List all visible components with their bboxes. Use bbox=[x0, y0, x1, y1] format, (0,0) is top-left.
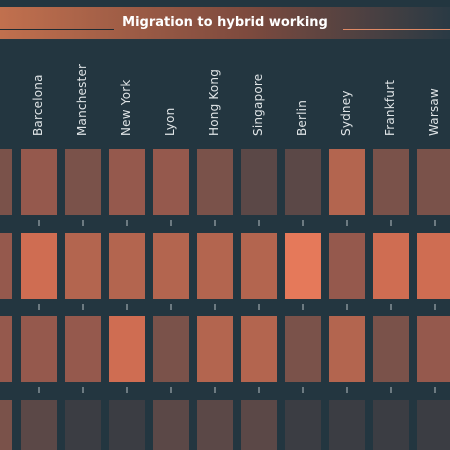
heatmap-cell bbox=[0, 316, 12, 382]
heatmap-cell bbox=[197, 149, 233, 215]
heatmap-cell bbox=[21, 149, 57, 215]
heatmap-cell bbox=[0, 233, 12, 299]
row-separator-tick bbox=[170, 304, 172, 310]
heatmap-cell bbox=[197, 316, 233, 382]
heatmap-cell bbox=[0, 149, 12, 215]
heatmap-cell bbox=[373, 233, 409, 299]
row-separator-tick bbox=[302, 304, 304, 310]
heatmap-cell bbox=[153, 316, 189, 382]
row-separator-tick bbox=[126, 304, 128, 310]
heatmap-cell bbox=[241, 316, 277, 382]
banner-line-right bbox=[343, 29, 450, 30]
heatmap-cell bbox=[65, 400, 101, 450]
heatmap-cell bbox=[285, 316, 321, 382]
heatmap-cell bbox=[241, 400, 277, 450]
heatmap-cell bbox=[109, 316, 145, 382]
heatmap-cell bbox=[329, 233, 365, 299]
heatmap-cell bbox=[0, 400, 12, 450]
row-separator-tick bbox=[302, 387, 304, 393]
row-separator-tick bbox=[258, 387, 260, 393]
heatmap-cell bbox=[241, 149, 277, 215]
heatmap-cell bbox=[109, 400, 145, 450]
row-separator-tick bbox=[82, 304, 84, 310]
heatmap-cell bbox=[373, 316, 409, 382]
heatmap-cell bbox=[153, 400, 189, 450]
chart-title: Migration to hybrid working bbox=[122, 15, 328, 30]
heatmap-cell bbox=[153, 149, 189, 215]
row-separator-tick bbox=[214, 220, 216, 226]
heatmap-cell bbox=[329, 316, 365, 382]
heatmap-cell bbox=[329, 400, 365, 450]
row-separator-tick bbox=[38, 304, 40, 310]
banner-line-left bbox=[0, 29, 114, 30]
heatmap-cell bbox=[417, 400, 450, 450]
heatmap-cell bbox=[65, 149, 101, 215]
heatmap-cell bbox=[417, 316, 450, 382]
heatmap-cell bbox=[417, 233, 450, 299]
row-separator-tick bbox=[434, 220, 436, 226]
heatmap-cell bbox=[197, 233, 233, 299]
heatmap-cell bbox=[417, 149, 450, 215]
row-separator-tick bbox=[258, 220, 260, 226]
row-separator-tick bbox=[390, 304, 392, 310]
heatmap-cell bbox=[109, 149, 145, 215]
heatmap-cell bbox=[329, 149, 365, 215]
row-separator-tick bbox=[170, 387, 172, 393]
heatmap-cell bbox=[21, 233, 57, 299]
heatmap-cell bbox=[153, 233, 189, 299]
row-separator-tick bbox=[214, 387, 216, 393]
row-separator-tick bbox=[390, 220, 392, 226]
heatmap-cell bbox=[285, 149, 321, 215]
row-separator-tick bbox=[346, 387, 348, 393]
row-separator-tick bbox=[214, 304, 216, 310]
heatmap-cell bbox=[241, 233, 277, 299]
row-separator-tick bbox=[434, 304, 436, 310]
row-separator-tick bbox=[126, 220, 128, 226]
row-separator-tick bbox=[434, 387, 436, 393]
heatmap-cell bbox=[109, 233, 145, 299]
row-separator-tick bbox=[346, 304, 348, 310]
heatmap-cell bbox=[21, 400, 57, 450]
row-separator-tick bbox=[38, 220, 40, 226]
row-separator-tick bbox=[170, 220, 172, 226]
row-separator-tick bbox=[302, 220, 304, 226]
row-separator-tick bbox=[390, 387, 392, 393]
row-separator-tick bbox=[82, 387, 84, 393]
row-separator-tick bbox=[346, 220, 348, 226]
row-separator-tick bbox=[82, 220, 84, 226]
row-separator-tick bbox=[126, 387, 128, 393]
heatmap-cell bbox=[285, 400, 321, 450]
row-separator-tick bbox=[258, 304, 260, 310]
row-separator-tick bbox=[38, 387, 40, 393]
heatmap-cell bbox=[65, 316, 101, 382]
heatmap-cell bbox=[373, 400, 409, 450]
title-banner bbox=[0, 7, 450, 39]
heatmap-cell bbox=[373, 149, 409, 215]
heatmap-cell bbox=[197, 400, 233, 450]
heatmap-cell bbox=[285, 233, 321, 299]
heatmap-cell bbox=[65, 233, 101, 299]
heatmap-cell bbox=[21, 316, 57, 382]
